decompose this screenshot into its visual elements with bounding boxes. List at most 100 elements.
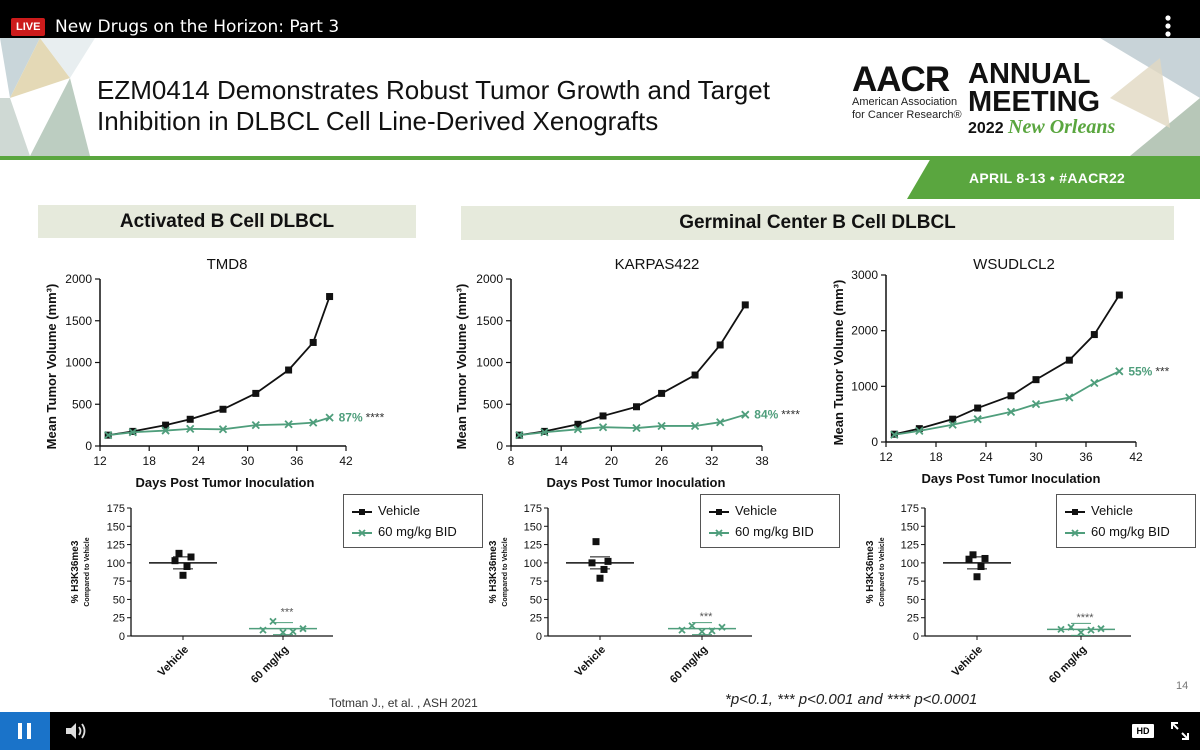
inhibition-percent: 87% <box>339 411 363 425</box>
treated-dot <box>718 623 726 631</box>
vehicle-point <box>741 301 749 309</box>
y-axis-sublabel: Compared to Vehicle <box>879 537 886 606</box>
fullscreen-icon[interactable] <box>1170 721 1190 741</box>
vehicle-dot <box>187 553 195 561</box>
y-tick-label: 2000 <box>476 272 503 286</box>
treated-dot <box>289 627 297 636</box>
x-tick-label: 36 <box>1079 450 1093 464</box>
treated-line <box>519 413 746 437</box>
treated-dot <box>698 627 706 636</box>
treated-dot <box>1067 623 1075 631</box>
y-tick-label: 2000 <box>851 324 878 338</box>
significance-stars: *** <box>1155 364 1169 378</box>
treated-point <box>890 430 899 439</box>
y-tick-label: 1500 <box>476 314 503 328</box>
treated-point <box>218 425 228 434</box>
x-tick-label: 20 <box>605 454 619 468</box>
vehicle-point <box>716 341 724 349</box>
treated-dot <box>688 622 696 630</box>
treated-point <box>598 423 608 432</box>
y-tick-label: 1000 <box>851 379 878 393</box>
significance-stars: **** <box>1076 612 1094 624</box>
x-tick-label: 18 <box>143 454 157 468</box>
treated-dot <box>1097 625 1105 633</box>
y-tick-label: 25 <box>907 613 919 625</box>
treated-point <box>1090 378 1099 388</box>
y-tick-label: 150 <box>524 521 542 533</box>
more-options-icon[interactable] <box>1156 12 1180 40</box>
chart-title: KARPAS422 <box>615 256 700 273</box>
x-category-label: Vehicle <box>156 644 191 679</box>
y-tick-label: 0 <box>536 631 542 643</box>
vehicle-marker-icon <box>709 508 729 515</box>
x-tick-label: 32 <box>705 454 719 468</box>
treated-point <box>973 415 982 424</box>
treated-point <box>716 418 725 427</box>
hd-quality-button[interactable]: HD <box>1132 724 1154 738</box>
volume-icon[interactable] <box>64 721 90 741</box>
aacr-annual-meeting-logo: AACR American Association for Cancer Res… <box>850 60 1120 140</box>
significance-stars: *** <box>700 611 714 623</box>
vehicle-point <box>326 293 334 301</box>
x-tick-label: 18 <box>929 450 943 464</box>
x-tick-label: 12 <box>879 450 893 464</box>
video-title: New Drugs on the Horizon: Part 3 <box>55 17 340 37</box>
x-axis-label-tmd8: Days Post Tumor Inoculation <box>135 475 315 490</box>
x-tick-label: 42 <box>339 454 353 468</box>
slide-title: EZM0414 Demonstrates Robust Tumor Growth… <box>97 75 770 136</box>
y-tick-label: 1500 <box>65 314 92 328</box>
treated-dot <box>279 628 287 636</box>
treated-marker-icon <box>709 528 729 537</box>
y-tick-label: 25 <box>530 613 542 625</box>
vehicle-point <box>599 412 607 420</box>
treated-dot <box>1077 628 1085 636</box>
treated-point <box>251 420 260 430</box>
legend-vehicle: Vehicle <box>352 501 420 521</box>
x-tick-label: 42 <box>1129 450 1143 464</box>
vehicle-point <box>974 404 982 412</box>
y-tick-label: 75 <box>530 576 542 588</box>
player-controls: HD <box>0 712 1200 750</box>
legend-treated: 60 mg/kg BID <box>1065 522 1170 542</box>
y-axis-sublabel: Compared to Vehicle <box>502 537 509 606</box>
treated-point <box>284 420 293 429</box>
inhibition-percent: 55% <box>1128 364 1152 378</box>
y-tick-label: 50 <box>907 594 919 606</box>
green-divider <box>0 156 1200 160</box>
legend-vehicle: Vehicle <box>709 501 777 521</box>
x-tick-label: 8 <box>508 454 515 468</box>
pause-button[interactable] <box>0 712 50 750</box>
treated-point <box>515 431 524 440</box>
y-axis-sublabel: Compared to Vehicle <box>84 537 91 606</box>
legend-vehicle: Vehicle <box>1065 501 1133 521</box>
x-tick-label: 30 <box>1029 450 1043 464</box>
year-city: 2022 New Orleans <box>968 116 1115 139</box>
treated-point <box>540 428 549 437</box>
treated-point <box>632 423 641 433</box>
vehicle-marker-icon <box>352 508 372 515</box>
gcb-dlbcl-header: Germinal Center B Cell DLBCL <box>461 206 1174 240</box>
vehicle-dot <box>969 551 977 559</box>
treated-point <box>948 420 957 429</box>
y-axis-label: Mean Tumor Volume (mm³) <box>831 280 846 446</box>
vehicle-point <box>1007 392 1015 400</box>
y-tick-label: 0 <box>119 631 125 643</box>
vehicle-point <box>1090 331 1098 339</box>
vehicle-point <box>633 403 640 411</box>
y-tick-label: 25 <box>113 613 125 625</box>
x-tick-label: 26 <box>655 454 669 468</box>
vehicle-dot <box>596 574 604 582</box>
treated-dot <box>708 627 716 635</box>
y-tick-label: 100 <box>107 558 125 570</box>
treated-point <box>1031 400 1041 409</box>
vehicle-dot <box>175 549 183 557</box>
legend-treated-label: 60 mg/kg BID <box>1091 524 1170 539</box>
vehicle-point <box>285 366 293 374</box>
treated-point <box>690 421 700 431</box>
slide-number: 14 <box>1176 680 1189 692</box>
vehicle-point <box>252 389 260 397</box>
meeting-year: 2022 <box>968 120 1004 137</box>
y-tick-label: 50 <box>113 594 125 606</box>
legend-treated: 60 mg/kg BID <box>709 522 814 542</box>
x-tick-label: 30 <box>241 454 255 468</box>
